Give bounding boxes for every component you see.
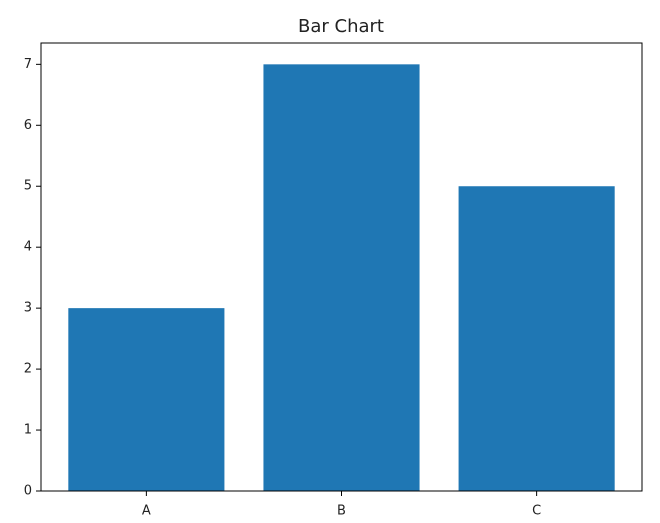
x-tick-label: A bbox=[142, 504, 151, 519]
y-tick-label: 5 bbox=[24, 179, 32, 194]
y-tick-label: 2 bbox=[24, 362, 32, 377]
bar bbox=[458, 186, 615, 491]
x-tick-label: B bbox=[337, 504, 346, 519]
y-tick-label: 6 bbox=[24, 118, 32, 133]
bar bbox=[263, 64, 420, 491]
y-tick-label: 7 bbox=[24, 57, 32, 72]
bar bbox=[68, 308, 225, 491]
chart-title: Bar Chart bbox=[298, 16, 384, 37]
y-tick-label: 3 bbox=[24, 301, 32, 316]
x-tick-label: C bbox=[532, 504, 541, 519]
y-tick-label: 4 bbox=[24, 240, 32, 255]
y-tick-label: 1 bbox=[24, 423, 32, 438]
y-tick-label: 0 bbox=[24, 484, 32, 499]
plot-frame bbox=[40, 42, 643, 492]
